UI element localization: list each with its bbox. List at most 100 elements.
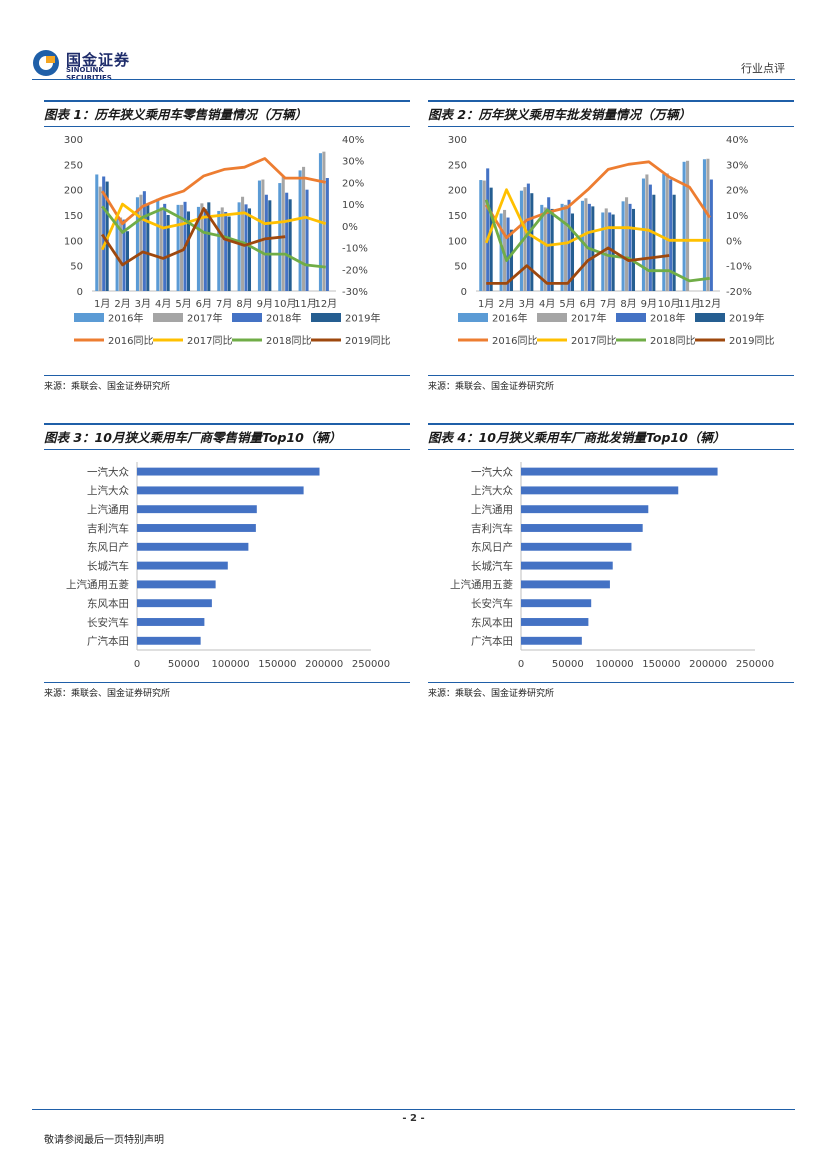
bar-2018年 [305, 189, 309, 291]
legend-label: 2018同比 [266, 335, 311, 347]
y-right-tick-label: 40% [726, 135, 748, 146]
x-tick-label: 2月 [498, 298, 514, 310]
bar-2018年 [648, 184, 652, 291]
hbar-东风日产 [137, 542, 249, 551]
panel-4-title-rule [428, 449, 794, 450]
chart-2-wholesale-combo: 300 250 200 150 100 50 0 40% 30% 20% 10% 0% -10% -20%… [448, 135, 775, 347]
hbar-上汽通用 [521, 505, 649, 514]
panel-3: 图表 3：10月狭义乘用车厂商零售销量Top10（辆） 一汽大众 上汽大众 上汽通用… [44, 423, 410, 699]
bar-2016年 [257, 180, 261, 291]
bar-2019年 [489, 187, 493, 291]
panel-3-bottom-rule [44, 682, 410, 683]
legend-label: 2018年 [650, 312, 685, 325]
bar-2019年 [530, 193, 534, 291]
bar-2017年 [543, 207, 547, 291]
panel-2-title: 图表 2：历年狭义乘用车批发销量情况（万辆） [428, 107, 692, 122]
bar-2017年 [261, 179, 265, 291]
y-right-tick-label: 0% [726, 236, 742, 247]
hbar-长城汽车 [521, 561, 613, 570]
x-tick-label: 12月 [314, 298, 337, 310]
panel-1-top-rule [44, 100, 410, 102]
y-tick-label: 一汽大众 [87, 465, 129, 478]
hbar-东风日产 [521, 542, 632, 551]
bar-2019年 [166, 215, 170, 291]
y-right-tick-label: 20% [342, 178, 364, 189]
y-right-tick-label: -30% [342, 287, 368, 298]
footer-divider [32, 1109, 795, 1110]
bar-2017年 [180, 204, 184, 291]
bar-2016年 [621, 201, 625, 291]
y-tick-label: 上汽大众 [471, 484, 513, 497]
y-tick-label: 一汽大众 [471, 465, 513, 478]
chart-1-retail-combo: 300 250 200 150 100 50 0 40% 30% 20% 10% 0% -10% -20%… [64, 135, 391, 347]
panel-2-title-rule [428, 126, 794, 127]
chart-3-retail-top10: 一汽大众上汽大众上汽通用吉利汽车东风日产长城汽车上汽通用五菱东风本田长安汽车广汽… [66, 462, 390, 670]
line-2019同比 [101, 207, 286, 267]
panel-4-bottom-rule [428, 682, 794, 683]
bar-2018年 [669, 179, 673, 291]
bar-2018年 [285, 192, 289, 291]
bar-2019年 [570, 213, 575, 291]
legend-swatch [153, 313, 183, 322]
bar-2017年 [281, 177, 285, 291]
x-tick-label: 250000 [352, 659, 390, 670]
bar-2017年 [482, 180, 486, 291]
y-tick-label: 长城汽车 [471, 559, 513, 572]
x-tick-label: 150000 [642, 659, 680, 670]
bar-2018年 [709, 179, 713, 291]
x-tick-label: 5月 [175, 298, 191, 310]
y-tick-label: 东风本田 [471, 616, 513, 629]
x-tick-label: 10月 [658, 298, 681, 310]
legend-swatch [232, 313, 262, 322]
x-tick-label: 1月 [478, 298, 494, 310]
y-left-tick-label: 0 [461, 287, 467, 298]
bar-2017年 [220, 207, 224, 291]
panel-1-source: 来源：乘联会、国金证券研究所 [44, 382, 171, 392]
hbar-上汽通用五菱 [521, 580, 610, 589]
bar-2019年 [550, 208, 554, 291]
x-tick-label: 0 [134, 659, 140, 670]
bar-2016年 [560, 203, 564, 291]
x-tick-label: 8月 [236, 298, 252, 310]
x-tick-label: 150000 [258, 659, 296, 670]
legend-label: 2018年 [266, 312, 301, 325]
hbar-吉利汽车 [137, 524, 256, 532]
panel-2-source: 来源：乘联会、国金证券研究所 [428, 382, 555, 392]
bar-2016年 [298, 170, 302, 291]
bar-2017年 [564, 204, 568, 291]
y-left-tick-label: 200 [64, 186, 83, 197]
x-tick-label: 100000 [212, 659, 250, 670]
x-tick-label: 100000 [596, 659, 634, 670]
line-2017同比 [484, 188, 710, 247]
x-tick-label: 3月 [519, 298, 535, 310]
x-tick-label: 9月 [641, 298, 657, 310]
bar-2018年 [526, 183, 530, 291]
bar-2017年 [322, 151, 326, 291]
y-left-tick-label: 250 [64, 160, 83, 171]
line-2018同比 [484, 199, 710, 283]
y-left-tick-label: 100 [448, 236, 467, 247]
bar-2016年 [196, 206, 200, 291]
x-tick-label: 1月 [94, 298, 110, 310]
legend-label: 2016同比 [108, 335, 153, 347]
bar-2017年 [625, 197, 629, 291]
bar-2016年 [217, 210, 221, 291]
hbar-吉利汽车 [521, 524, 643, 532]
y-tick-label: 东风本田 [87, 597, 129, 610]
bar-2017年 [200, 203, 204, 291]
x-tick-label: 200000 [305, 659, 343, 670]
y-left-tick-label: 150 [448, 211, 467, 222]
y-right-tick-label: 30% [342, 157, 364, 168]
y-tick-label: 吉利汽车 [87, 522, 129, 535]
x-tick-label: 12月 [698, 298, 721, 310]
y-right-tick-label: 20% [726, 186, 748, 197]
x-tick-label: 6月 [196, 298, 212, 310]
line-2018同比 [101, 205, 326, 269]
bar-2019年 [509, 229, 514, 291]
y-left-tick-label: 50 [454, 262, 467, 273]
bar-2016年 [95, 174, 99, 291]
company-logo: 国金证券 SINOLINK SECURITIES [32, 48, 152, 82]
x-tick-label: 11月 [678, 298, 701, 310]
bar-2016年 [682, 161, 686, 291]
y-tick-label: 上汽大众 [87, 484, 129, 497]
